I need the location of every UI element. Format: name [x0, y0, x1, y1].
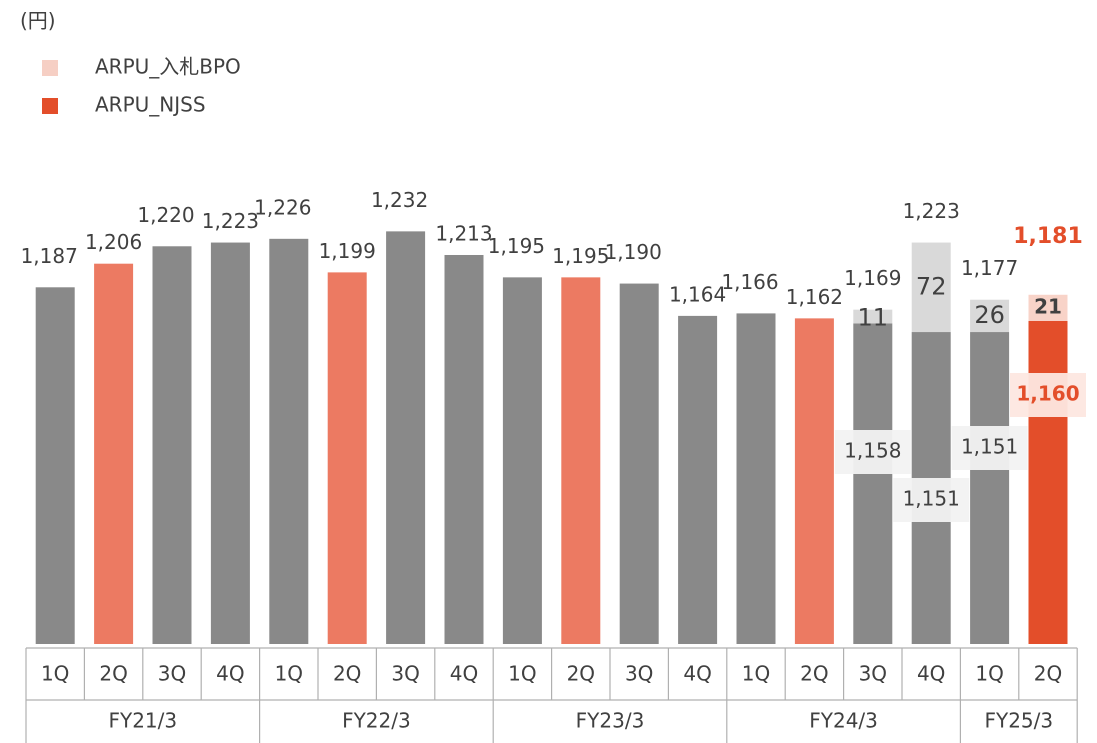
total-label: 1,195: [488, 234, 545, 258]
bar-njss: [210, 242, 250, 645]
legend-label: ARPU_NJSS: [95, 93, 206, 117]
bar-njss: [502, 277, 542, 644]
group-label: FY24/3: [809, 709, 878, 733]
x-tick-label: 1Q: [742, 662, 770, 686]
total-label: 1,166: [721, 270, 778, 294]
x-tick-label: 4Q: [917, 662, 945, 686]
bpo-label: 21: [1034, 294, 1062, 318]
bar-njss: [152, 246, 192, 645]
bar-njss: [853, 323, 893, 644]
njss-label: 1,160: [1016, 382, 1079, 406]
total-label: 1,232: [371, 188, 428, 212]
njss-label: 1,151: [961, 435, 1018, 459]
bar-bpo: [853, 309, 893, 324]
total-label: 1,226: [254, 195, 311, 219]
x-tick-label: 3Q: [625, 662, 653, 686]
bpo-label: 72: [916, 272, 947, 300]
x-tick-label: 3Q: [859, 662, 887, 686]
legend-label: ARPU_入札BPO: [95, 55, 241, 79]
legend-swatch: [42, 98, 58, 114]
total-label: 1,181: [1013, 224, 1083, 249]
x-tick-label: 1Q: [41, 662, 69, 686]
x-tick-label: 1Q: [508, 662, 536, 686]
bar-njss: [678, 315, 718, 644]
label-box: [834, 430, 911, 474]
x-tick-label: 2Q: [333, 662, 361, 686]
bar-njss: [269, 238, 309, 645]
bar-bpo: [970, 299, 1010, 333]
bar-njss: [736, 313, 776, 644]
x-tick-label: 4Q: [683, 662, 711, 686]
bar-njss: [970, 332, 1010, 644]
bpo-label: 11: [858, 304, 889, 332]
label-box: [893, 478, 970, 522]
bpo-label: 26: [974, 301, 1005, 329]
total-label: 1,213: [435, 221, 492, 245]
njss-label: 1,151: [903, 487, 960, 511]
bar-njss: [444, 254, 484, 644]
njss-label: 1,158: [844, 439, 901, 463]
x-tick-label: 1Q: [975, 662, 1003, 686]
x-tick-label: 2Q: [567, 662, 595, 686]
total-label: 1,162: [786, 285, 843, 309]
total-label: 1,199: [319, 239, 376, 263]
total-label: 1,169: [844, 266, 901, 290]
total-label: 1,164: [669, 282, 726, 306]
total-label: 1,220: [137, 203, 194, 227]
bar-njss: [386, 231, 426, 644]
bar-njss: [35, 287, 75, 644]
group-label: FY25/3: [984, 709, 1053, 733]
bar-bpo: [1028, 294, 1068, 321]
x-tick-label: 2Q: [99, 662, 127, 686]
group-label: FY21/3: [108, 709, 177, 733]
x-tick-label: 4Q: [450, 662, 478, 686]
label-box: [1010, 373, 1086, 417]
group-label: FY23/3: [576, 709, 645, 733]
total-label: 1,187: [21, 244, 78, 268]
x-tick-label: 3Q: [158, 662, 186, 686]
x-tick-label: 2Q: [800, 662, 828, 686]
unit-label: (円): [20, 9, 56, 33]
total-label: 1,177: [961, 256, 1018, 280]
group-label: FY22/3: [342, 709, 411, 733]
x-tick-label: 4Q: [216, 662, 244, 686]
bar-njss: [561, 277, 601, 644]
total-label: 1,206: [85, 230, 142, 254]
bar-njss: [1028, 320, 1068, 644]
label-box: [951, 426, 1028, 470]
total-label: 1,190: [605, 240, 662, 264]
bar-bpo: [911, 242, 951, 333]
total-label: 1,223: [202, 209, 259, 233]
bar-njss: [619, 283, 659, 644]
legend-swatch: [42, 60, 58, 76]
total-label: 1,223: [903, 199, 960, 223]
total-label: 1,195: [552, 244, 609, 268]
bar-njss: [794, 318, 834, 644]
x-tick-label: 3Q: [391, 662, 419, 686]
bar-njss: [327, 272, 367, 644]
bar-njss: [94, 263, 134, 644]
x-tick-label: 2Q: [1034, 662, 1062, 686]
x-tick-label: 1Q: [275, 662, 303, 686]
